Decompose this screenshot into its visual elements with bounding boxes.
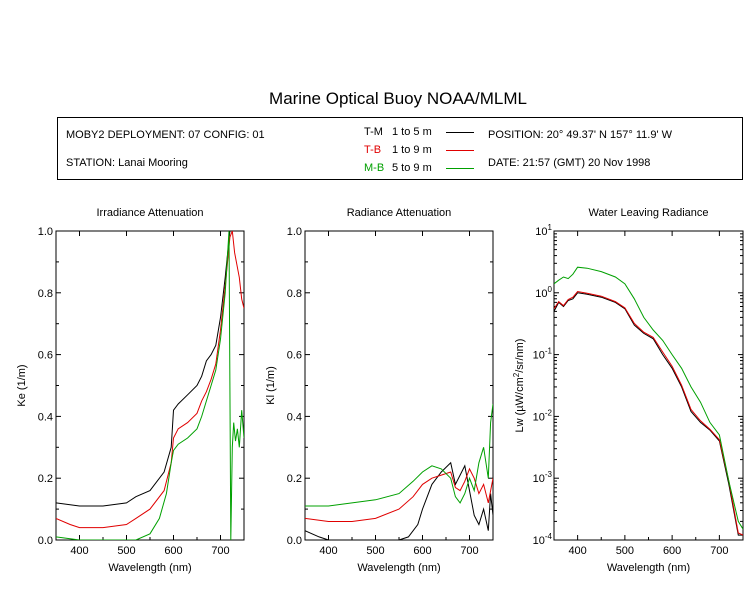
y-tick-label: 10-2	[533, 408, 553, 423]
y-tick-label: 1.0	[38, 226, 53, 238]
y-tick-label: 10-1	[533, 347, 553, 362]
x-tick-label: 500	[616, 545, 634, 557]
series-line-m-b	[56, 231, 244, 540]
plot-frame	[553, 230, 744, 541]
series-line-t-b	[305, 467, 493, 522]
series-line-t-m	[56, 231, 231, 507]
x-tick-label: 400	[319, 545, 337, 557]
x-tick-label: 400	[568, 545, 586, 557]
y-tick-label: 10-3	[533, 470, 553, 485]
y-tick-label: 0.0	[38, 535, 53, 547]
station-text: STATION: Lanai Mooring	[66, 157, 188, 169]
series-line-m-b	[305, 403, 493, 507]
page-title: Marine Optical Buoy NOAA/MLML	[269, 89, 527, 108]
position-text: POSITION: 20° 49.37' N 157° 11.9' W	[488, 129, 672, 141]
legend-range-tb: 1 to 9 m	[392, 144, 432, 156]
plot-frame	[55, 230, 245, 541]
x-tick-label: 700	[460, 545, 478, 557]
y-tick-label: 100	[535, 285, 552, 300]
y-tick-label: 101	[535, 223, 552, 238]
x-tick-label: 700	[710, 545, 728, 557]
y-axis-label: Ke (1/m)	[16, 364, 28, 406]
x-tick-label: 600	[164, 545, 182, 557]
x-tick-label: 600	[663, 545, 681, 557]
y-tick-label: 0.2	[38, 473, 53, 485]
y-tick-label: 0.6	[287, 350, 302, 362]
y-tick-label: 0.4	[287, 411, 302, 423]
chart-water-leaving: Water Leaving Radiance 400 500 600 700 10-4 10…	[512, 207, 744, 574]
x-tick-label: 400	[70, 545, 88, 557]
series-line-m-b	[554, 266, 743, 530]
legend-code-tm: T-M	[364, 126, 383, 138]
legend-code-mb: M-B	[364, 162, 385, 174]
chart-title: Radiance Attenuation	[347, 207, 452, 219]
y-tick-label: 0.2	[287, 473, 302, 485]
legend-line-tm	[446, 132, 474, 133]
chart-radiance: Radiance Attenuation 400 500 600 700 0.0 0.2 0.…	[265, 207, 494, 574]
x-axis-label: Wavelength (nm)	[357, 562, 440, 574]
series-line-t-m	[554, 292, 743, 536]
legend-line-tb	[446, 150, 474, 151]
x-axis-label: Wavelength (nm)	[108, 562, 191, 574]
deployment-text: MOBY2 DEPLOYMENT: 07 CONFIG: 01	[66, 129, 265, 141]
series-line-t-m	[305, 461, 493, 540]
x-tick-label: 600	[413, 545, 431, 557]
y-tick-label: 1.0	[287, 226, 302, 238]
y-axis-label: Kl (1/m)	[265, 366, 277, 405]
chart-irradiance: Irradiance Attenuation 400 500 600 700 0.0 0.2…	[16, 207, 245, 574]
y-tick-label: 0.0	[287, 535, 302, 547]
legend-range-tm: 1 to 5 m	[392, 126, 432, 138]
y-tick-label: 0.6	[38, 350, 53, 362]
series-line-t-b	[554, 290, 743, 536]
x-tick-label: 500	[117, 545, 135, 557]
date-text: DATE: 21:57 (GMT) 20 Nov 1998	[488, 157, 651, 169]
legend-range-mb: 5 to 9 m	[392, 162, 432, 174]
series-line-t-b	[56, 231, 244, 529]
legend-line-mb	[446, 168, 474, 169]
chart-title: Irradiance Attenuation	[96, 207, 203, 219]
y-axis-label: Lw (µW/cm2/sr/nm)	[512, 339, 526, 433]
x-tick-label: 700	[211, 545, 229, 557]
legend-code-tb: T-B	[364, 144, 382, 156]
y-tick-label: 0.8	[38, 288, 53, 300]
y-tick-label: 10-4	[533, 532, 553, 547]
chart-title: Water Leaving Radiance	[588, 207, 708, 219]
y-tick-label: 0.8	[287, 288, 302, 300]
y-tick-label: 0.4	[38, 411, 53, 423]
x-tick-label: 500	[366, 545, 384, 557]
x-axis-label: Wavelength (nm)	[607, 562, 690, 574]
info-box: MOBY2 DEPLOYMENT: 07 CONFIG: 01 STATION:…	[57, 117, 743, 180]
